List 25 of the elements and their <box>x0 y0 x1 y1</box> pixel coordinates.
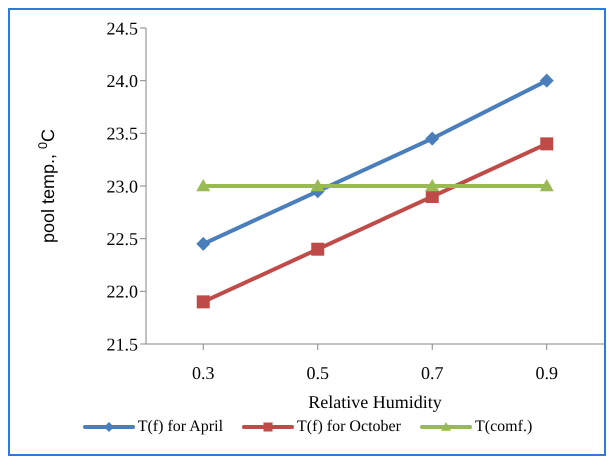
y-tick-label: 22.5 <box>106 229 138 250</box>
point <box>540 179 554 192</box>
point <box>310 179 325 192</box>
y-tick-label: 22.0 <box>106 282 138 302</box>
legend-label: T(comf.) <box>474 418 532 436</box>
y-tick-label: 24.5 <box>106 18 138 38</box>
x-tick-label: 0.9 <box>536 362 558 383</box>
x-tick-label: 0.3 <box>192 362 214 383</box>
point <box>425 132 440 146</box>
point <box>540 74 554 88</box>
y-tick-label: 24.0 <box>106 71 138 92</box>
legend-label: T(f) for October <box>297 418 401 436</box>
point <box>311 242 324 256</box>
point <box>540 137 554 150</box>
legend-label: T(f) for April <box>138 418 224 436</box>
point <box>196 236 210 251</box>
y-tick-label: 23.0 <box>106 176 138 196</box>
point <box>196 179 210 192</box>
point <box>196 295 210 308</box>
x-tick-label: 0.7 <box>421 362 444 383</box>
x-tick-label: 0.5 <box>306 362 329 383</box>
x-axis-title: Relative Humidity <box>308 392 442 412</box>
point <box>425 179 440 192</box>
y-tick-label: 21.5 <box>106 334 138 354</box>
y-tick-label: 23.5 <box>106 124 138 144</box>
